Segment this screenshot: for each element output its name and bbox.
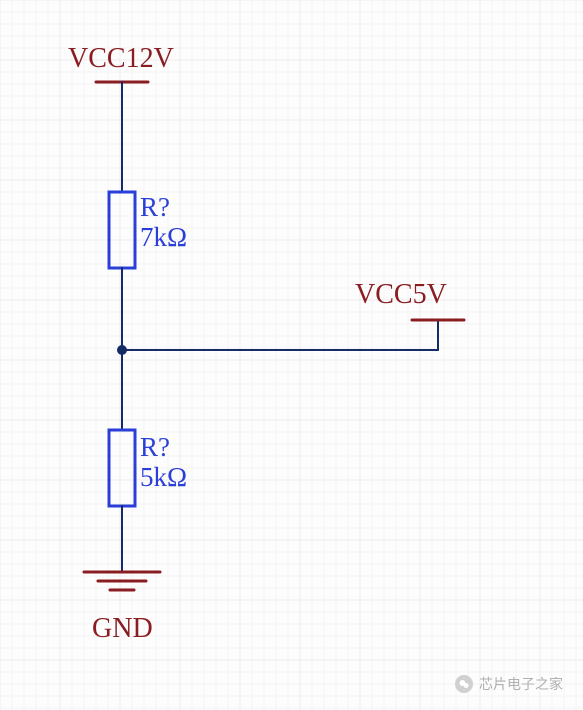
watermark-text: 芯片电子之家 — [479, 674, 563, 694]
wechat-icon — [455, 675, 473, 693]
watermark: 芯片电子之家 — [455, 674, 563, 694]
schematic-canvas — [0, 0, 583, 710]
